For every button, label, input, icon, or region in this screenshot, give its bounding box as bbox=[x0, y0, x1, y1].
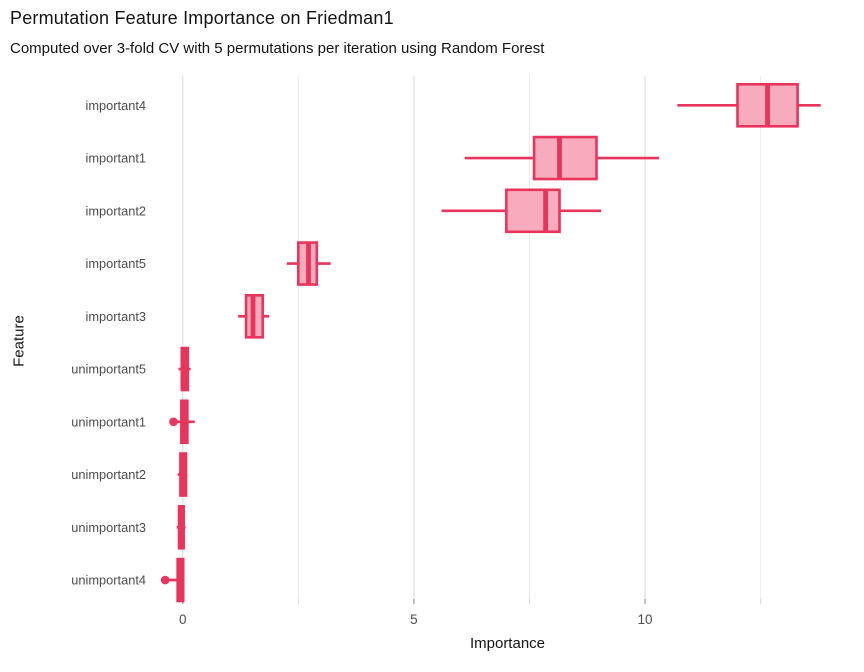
boxplot-row-important5 bbox=[286, 241, 331, 286]
boxplot-row-unimportant4 bbox=[160, 557, 185, 603]
y-tick-label: important4 bbox=[86, 98, 146, 113]
chart-subtitle: Computed over 3-fold CV with 5 permutati… bbox=[10, 40, 545, 57]
y-tick-label: unimportant4 bbox=[71, 573, 146, 588]
median-line bbox=[178, 506, 184, 549]
boxplot-row-important3 bbox=[238, 293, 270, 339]
median-line bbox=[250, 295, 256, 338]
y-axis-title: Feature bbox=[10, 315, 28, 367]
y-tick-label: unimportant3 bbox=[71, 520, 146, 535]
x-tick-label: 0 bbox=[179, 612, 187, 627]
x-tick-label: 10 bbox=[638, 612, 653, 627]
median-line bbox=[180, 453, 186, 496]
x-axis-title: Importance bbox=[469, 635, 546, 652]
median-line bbox=[178, 559, 183, 602]
y-tick-label: important5 bbox=[86, 256, 146, 271]
boxplot-row-important2 bbox=[441, 188, 602, 234]
y-tick-label: important1 bbox=[86, 151, 146, 166]
box bbox=[505, 188, 561, 234]
median-line bbox=[306, 242, 311, 285]
boxplot-row-important4 bbox=[677, 83, 821, 128]
y-tick-label: unimportant2 bbox=[71, 467, 146, 482]
median-line bbox=[182, 348, 187, 391]
median-line bbox=[543, 189, 549, 232]
x-tick-label: 5 bbox=[410, 612, 418, 627]
y-tick-label: unimportant5 bbox=[71, 362, 146, 377]
median-line bbox=[557, 137, 562, 180]
outlier-point bbox=[169, 417, 178, 427]
boxplot-row-unimportant1 bbox=[169, 399, 195, 445]
median-line bbox=[765, 84, 770, 127]
outlier-point bbox=[160, 575, 170, 585]
median-line bbox=[181, 400, 187, 443]
box bbox=[532, 135, 598, 181]
boxplot-row-unimportant2 bbox=[177, 452, 188, 497]
boxplot-row-unimportant3 bbox=[176, 504, 186, 550]
boxplot-row-important1 bbox=[464, 135, 659, 181]
y-tick-label: important2 bbox=[86, 203, 146, 218]
chart-title: Permutation Feature Importance on Friedm… bbox=[10, 8, 394, 28]
y-tick-label: unimportant1 bbox=[71, 414, 146, 429]
y-tick-label: important3 bbox=[86, 309, 146, 324]
boxplot-row-unimportant5 bbox=[178, 346, 191, 392]
